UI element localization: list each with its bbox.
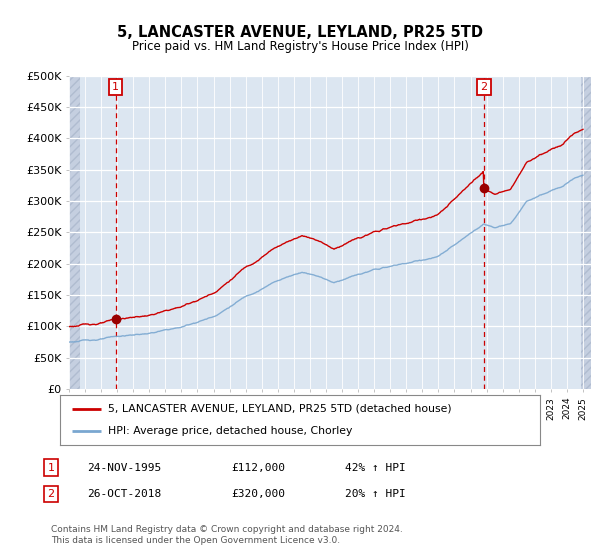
- Text: 5, LANCASTER AVENUE, LEYLAND, PR25 5TD (detached house): 5, LANCASTER AVENUE, LEYLAND, PR25 5TD (…: [108, 404, 452, 414]
- Text: £112,000: £112,000: [231, 463, 285, 473]
- Text: 24-NOV-1995: 24-NOV-1995: [87, 463, 161, 473]
- Text: 5, LANCASTER AVENUE, LEYLAND, PR25 5TD: 5, LANCASTER AVENUE, LEYLAND, PR25 5TD: [117, 25, 483, 40]
- Text: Contains HM Land Registry data © Crown copyright and database right 2024.
This d: Contains HM Land Registry data © Crown c…: [51, 525, 403, 545]
- Text: 2: 2: [47, 489, 55, 499]
- Text: Price paid vs. HM Land Registry's House Price Index (HPI): Price paid vs. HM Land Registry's House …: [131, 40, 469, 53]
- Text: HPI: Average price, detached house, Chorley: HPI: Average price, detached house, Chor…: [108, 426, 352, 436]
- Text: 1: 1: [112, 82, 119, 92]
- Text: £320,000: £320,000: [231, 489, 285, 499]
- Text: 2: 2: [480, 82, 487, 92]
- Text: 1: 1: [47, 463, 55, 473]
- Text: 42% ↑ HPI: 42% ↑ HPI: [345, 463, 406, 473]
- Text: 20% ↑ HPI: 20% ↑ HPI: [345, 489, 406, 499]
- Text: 26-OCT-2018: 26-OCT-2018: [87, 489, 161, 499]
